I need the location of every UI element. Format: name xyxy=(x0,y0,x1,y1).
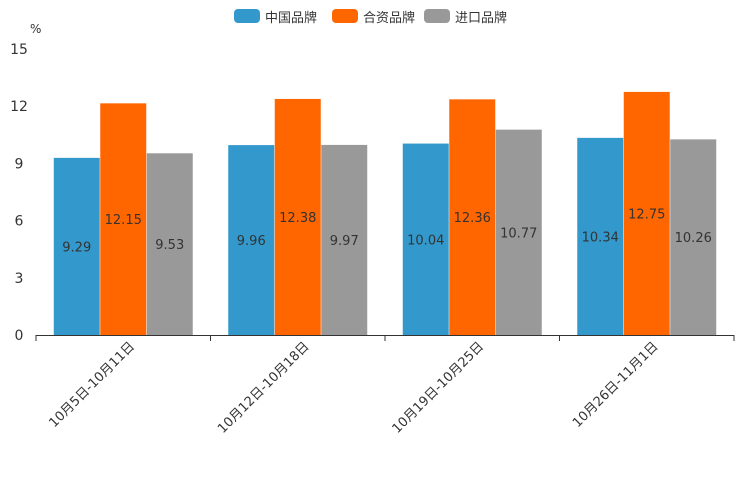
x-axis: 10月5日-10月11日 10月12日-10月18日 10月19日-10月25日 10… xyxy=(35,335,735,437)
bar xyxy=(670,139,717,335)
bar-value-label: 10.77 xyxy=(500,226,537,241)
y-tick-label: 15 xyxy=(10,42,28,58)
x-tick-label: 10月12日-10月18日 xyxy=(215,339,312,436)
legend-swatch xyxy=(234,9,260,23)
y-tick-label: 6 xyxy=(15,214,24,230)
bar-value-label: 12.38 xyxy=(279,211,316,226)
bar-value-label: 9.97 xyxy=(330,234,359,249)
bar-value-label: 9.96 xyxy=(237,234,266,249)
bar-value-label: 12.15 xyxy=(105,213,142,228)
y-tick-label: 3 xyxy=(15,271,24,287)
bar xyxy=(228,145,275,335)
bar-value-label: 10.26 xyxy=(675,231,712,246)
bar xyxy=(623,91,670,336)
legend-item[interactable]: 进口品牌 xyxy=(424,6,507,26)
y-axis: % 0 3 6 9 12 15 xyxy=(10,22,41,344)
legend-label: 中国品牌 xyxy=(265,10,318,26)
bar xyxy=(274,98,321,335)
legend-item[interactable]: 合资品牌 xyxy=(332,6,415,26)
bar xyxy=(402,143,449,335)
bar-value-label: 10.04 xyxy=(407,233,444,248)
legend-swatch xyxy=(424,9,450,23)
y-tick-label: 9 xyxy=(15,156,24,172)
legend-swatch xyxy=(332,9,358,23)
y-axis-unit-label: % xyxy=(30,22,41,36)
bar-value-label: 9.53 xyxy=(155,238,184,253)
y-tick-label: 0 xyxy=(15,328,24,344)
bars-group xyxy=(53,91,717,336)
x-tick-label: 10月26日-11月1日 xyxy=(570,339,662,431)
x-tick-label: 10月5日-10月11日 xyxy=(46,339,138,431)
legend-item[interactable]: 中国品牌 xyxy=(234,6,317,26)
legend-label: 合资品牌 xyxy=(363,10,416,26)
data-labels-group: 9.29 12.15 9.53 9.96 12.38 9.97 10.04 12.36 10.7… xyxy=(62,207,712,255)
bar xyxy=(53,157,100,335)
bar xyxy=(100,103,147,335)
bar xyxy=(577,137,624,335)
bar-value-label: 10.34 xyxy=(582,230,619,245)
bar xyxy=(495,129,542,335)
bar-value-label: 12.75 xyxy=(628,207,665,222)
bar-value-label: 12.36 xyxy=(454,211,491,226)
x-tick-label: 10月19日-10月25日 xyxy=(390,339,487,436)
bar xyxy=(146,153,193,335)
legend-label: 进口品牌 xyxy=(455,10,508,26)
bar-value-label: 9.29 xyxy=(62,240,91,255)
y-tick-label: 12 xyxy=(10,99,28,115)
bar xyxy=(449,99,496,335)
bar xyxy=(321,144,368,335)
